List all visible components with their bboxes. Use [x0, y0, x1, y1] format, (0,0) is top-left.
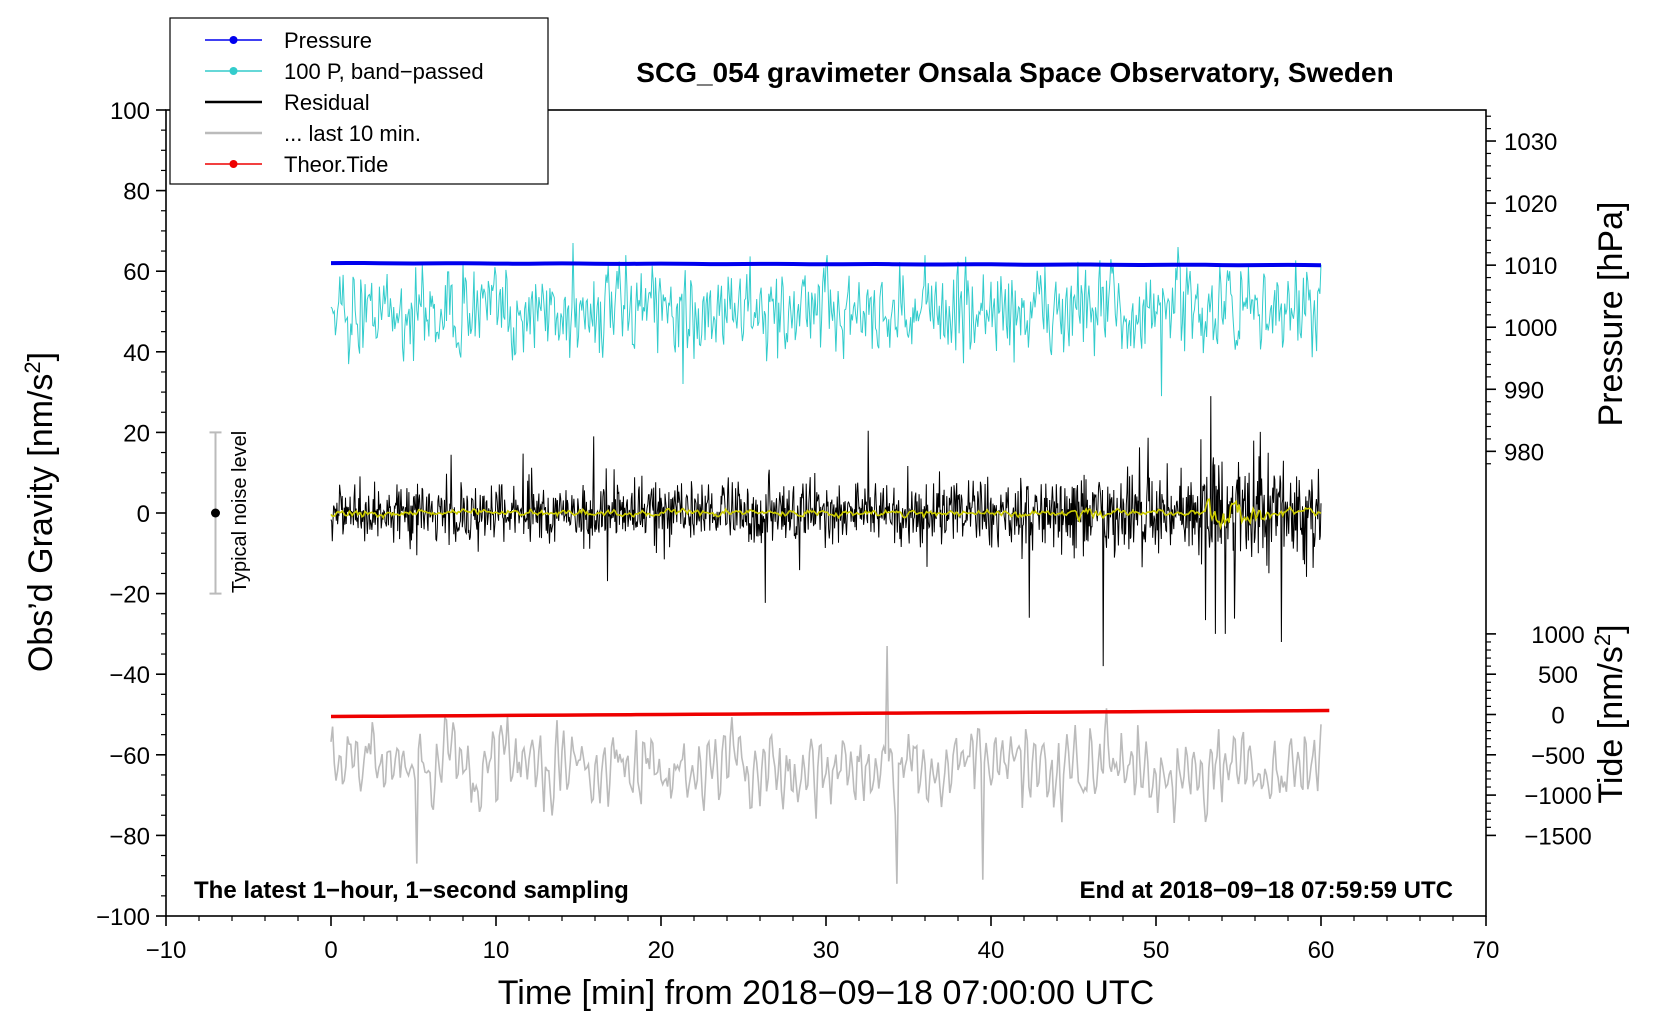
x-tick-label: 40	[978, 937, 1005, 964]
pressure-axis-title: Pressure [hPa]	[1592, 202, 1630, 427]
last-10-min-line	[330, 645, 1322, 884]
chart-title: SCG_054 gravimeter Onsala Space Observat…	[636, 57, 1393, 88]
pressure-tick-label: 1000	[1504, 315, 1557, 342]
x-tick-label: 20	[648, 937, 675, 964]
y-tick-label: 40	[123, 340, 150, 367]
tide-tick-label: 500	[1538, 662, 1578, 689]
y-tick-label: −20	[109, 582, 150, 609]
y-tick-label: 60	[123, 259, 150, 286]
legend-label: 100 P, band−passed	[284, 59, 484, 84]
y-tick-label: 20	[123, 420, 150, 447]
y-tick-label: −80	[109, 823, 150, 850]
noise-dot	[211, 508, 220, 518]
y-tick-label: 100	[110, 98, 150, 125]
x-tick-label: 10	[483, 937, 510, 964]
x-tick-label: 50	[1143, 937, 1170, 964]
pressure-tick-label: 1030	[1504, 129, 1557, 156]
x-tick-label: 30	[813, 937, 840, 964]
y-tick-label: −60	[109, 743, 150, 770]
end-time-note: End at 2018−09−18 07:59:59 UTC	[1079, 877, 1453, 904]
x-tick-label: −10	[146, 937, 187, 964]
pressure-line	[330, 261, 1322, 268]
legend-label: Theor.Tide	[284, 152, 388, 177]
residual-line	[330, 396, 1322, 667]
y-axis-title-sup: 2	[20, 361, 45, 373]
tide-tick-label: −1000	[1524, 783, 1591, 810]
y-tick-label: −40	[109, 662, 150, 689]
y-tick-label: −100	[96, 904, 150, 931]
x-tick-label: 70	[1473, 937, 1500, 964]
pressure-tick-label: 980	[1504, 439, 1544, 466]
x-tick-label: 0	[324, 937, 337, 964]
y-axis-pressure: 980 990 1000 1010 1020 1030	[1486, 115, 1557, 466]
y-tick-label: 80	[123, 179, 150, 206]
tide-tick-label: −1500	[1524, 823, 1591, 850]
tide-axis-title: Tide [nm/s2]	[1590, 624, 1631, 803]
tide-tick-label: 1000	[1531, 622, 1584, 649]
legend-label: ... last 10 min.	[284, 121, 421, 146]
tide-tick-label: −500	[1531, 743, 1585, 770]
legend-marker	[229, 36, 238, 44]
legend-label: Residual	[284, 90, 370, 115]
tide-tick-label: 0	[1551, 703, 1564, 730]
series-layer	[330, 242, 1330, 884]
y-axis-title: Obs’d Gravity [nm/s2]	[20, 352, 61, 672]
pressure-tick-label: 990	[1504, 377, 1544, 404]
legend-label: Pressure	[284, 28, 372, 53]
x-axis: −10 0 10 20 30 40 50 60 70	[146, 916, 1500, 964]
legend-marker	[229, 160, 238, 168]
noise-level-indicator	[209, 431, 222, 595]
y-axis-left: −100 −80 −60 −40 −20 0 20 40 60 80 100	[96, 98, 166, 931]
x-axis-title: Time [min] from 2018−09−18 07:00:00 UTC	[498, 974, 1154, 1012]
y-axis-tide: −1500 −1000 −500 0 500 1000	[1486, 622, 1592, 850]
pressure-tick-label: 1010	[1504, 253, 1557, 280]
smoothed-residual-line	[330, 498, 1322, 531]
x-tick-label: 60	[1308, 937, 1335, 964]
pressure-tick-label: 1020	[1504, 191, 1557, 218]
y-tick-label: 0	[137, 501, 150, 528]
sampling-note: The latest 1−hour, 1−second sampling	[194, 877, 629, 904]
theoretical-tide-line	[330, 708, 1330, 719]
legend: Pressure 100 P, band−passed Residual ... la…	[169, 17, 549, 185]
noise-level-label: Typical noise level	[229, 431, 251, 593]
tide-axis-title-sup: 2	[1590, 634, 1615, 646]
legend-marker	[229, 67, 238, 75]
